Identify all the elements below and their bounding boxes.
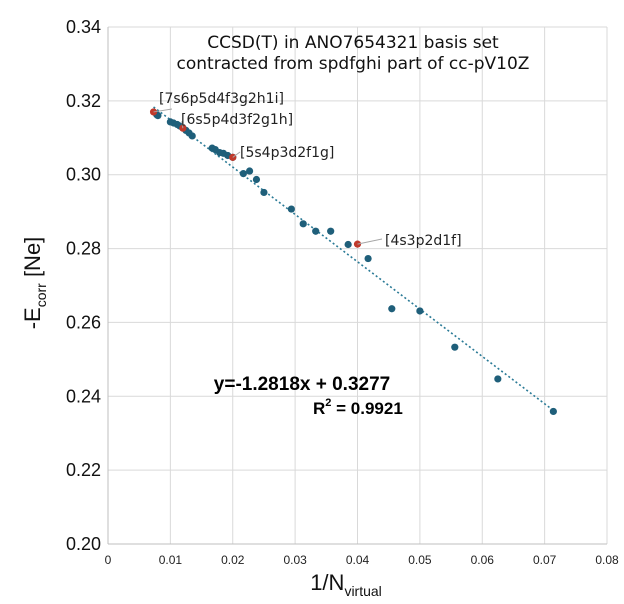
x-tick-label: 0.06 [471,553,495,567]
y-tick-label: 0.22 [66,460,101,480]
data-point [208,144,216,152]
data-point [451,343,459,351]
data-point [260,188,268,197]
x-axis-label-sub: virtual [344,583,381,599]
y-axis-label-sub: corr [33,283,49,307]
data-point [549,407,557,416]
data-point [287,205,295,213]
data-points [153,110,557,416]
data-point [494,375,502,383]
annotation-leader-line [232,151,241,158]
y-tick-label: 0.34 [66,17,101,37]
y-tick-label: 0.28 [66,239,101,259]
data-point [166,118,174,126]
y-axis-label-prefix: -E [20,307,45,329]
x-axis-label: 1/Nvirtual [310,570,382,599]
chart-title-line-1: CCSD(T) in ANO7654321 basis set [207,33,499,53]
y-tick-label: 0.26 [66,312,101,332]
x-axis-label-main: 1/N [310,570,344,595]
x-tick-label: 0.03 [283,553,307,567]
data-point [252,175,261,184]
y-tick-label: 0.24 [66,386,101,406]
trendline-equation: y=-1.2818x + 0.3277 [214,374,390,395]
point-annotations: [7s6p5d4f3g2h1i] [6s5p4d3f2g1h] [5s4p3d2f1… [153,91,462,249]
point-annotation-label: [4s3p2d1f] [385,233,462,249]
y-tick-label: 0.32 [66,91,101,111]
r-squared-value: = 0.9921 [331,399,402,418]
x-tick-label: 0.07 [533,553,557,567]
tick-labels: 0 0.01 0.02 0.03 0.04 0.05 0.06 0.07 0.08 0.20 0.2… [66,17,619,567]
y-tick-label: 0.30 [66,165,101,185]
data-point [344,240,352,249]
chart-title-line-2: contracted from spdfghi part of cc-pV10Z [177,54,530,74]
annotation-leader-line [357,238,383,245]
r-squared-prefix: R [313,399,325,418]
point-annotation-label: [5s4p3d2f1g] [240,145,334,161]
data-point [364,254,372,263]
x-tick-label: 0 [105,553,112,567]
x-tick-label: 0.08 [595,553,619,567]
data-point [239,170,247,178]
x-tick-label: 0.02 [221,553,245,567]
point-annotation-label: [7s6p5d4f3g2h1i] [159,91,284,107]
y-axis-label-suffix: [Ne] [20,237,45,283]
x-tick-label: 0.04 [346,553,370,567]
y-tick-label: 0.20 [66,534,101,554]
point-annotation-label: [6s5p4d3f2g1h] [181,112,293,128]
data-point [299,220,307,228]
r-squared-sup: 2 [325,397,331,409]
x-tick-label: 0.01 [159,553,183,567]
data-point [312,227,320,235]
data-point [245,167,254,175]
data-point [388,305,396,313]
y-axis-label: -Ecorr [Ne] [20,237,49,330]
r-squared-label: R2 = 0.9921 [313,397,403,418]
data-point [327,227,335,235]
axes [107,27,607,545]
data-point [416,307,424,315]
x-tick-label: 0.05 [408,553,432,567]
annotation-leader-line [181,120,184,129]
grid-lines [108,26,608,544]
annotation-leader-line [153,108,173,113]
